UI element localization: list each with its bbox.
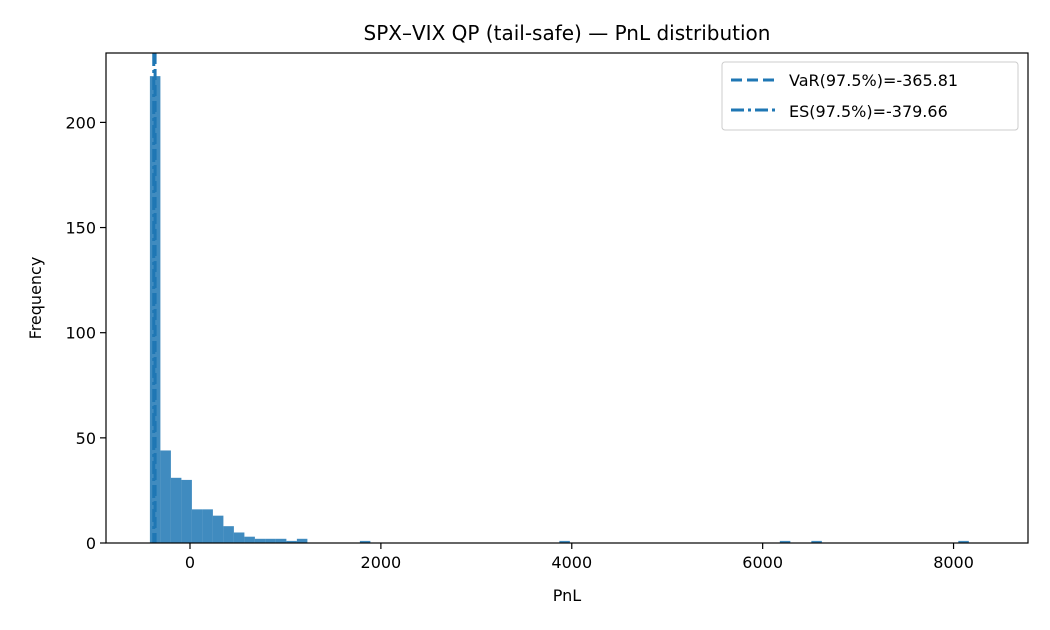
y-tick-label: 200 — [65, 113, 96, 132]
histogram-bar — [181, 479, 192, 543]
x-tick-label: 0 — [185, 553, 195, 572]
y-axis-ticks: 0 50 100 150 200 — [65, 113, 106, 553]
histogram-bar — [275, 538, 287, 543]
x-tick-label: 6000 — [742, 553, 783, 572]
x-tick-label: 8000 — [933, 553, 974, 572]
histogram-bar — [160, 450, 171, 543]
histogram-bar — [202, 509, 213, 543]
x-tick-label: 2000 — [361, 553, 402, 572]
plot-frame — [105, 52, 1029, 544]
histogram-bar — [191, 509, 203, 543]
histogram-bar — [958, 540, 969, 543]
histogram-bar — [212, 515, 224, 543]
legend-es-label: ES(97.5%)=-379.66 — [789, 102, 948, 121]
histogram-bar — [254, 538, 266, 543]
y-tick-label: 0 — [86, 534, 96, 553]
histogram-bars — [149, 76, 969, 543]
histogram-bar — [559, 540, 570, 543]
histogram-bar — [811, 540, 822, 543]
legend-var-label: VaR(97.5%)=-365.81 — [789, 71, 958, 90]
chart-title: SPX–VIX QP (tail-safe) — PnL distributio… — [364, 21, 771, 45]
histogram-bar — [170, 477, 182, 543]
x-axis-ticks: 0 2000 4000 6000 8000 — [185, 543, 974, 572]
y-tick-label: 50 — [76, 429, 96, 448]
histogram-bar — [265, 538, 276, 543]
risk-lines — [152, 53, 157, 543]
histogram-bar — [296, 538, 308, 543]
histogram-bar — [233, 532, 245, 543]
histogram-bar — [779, 540, 791, 543]
x-tick-label: 4000 — [551, 553, 592, 572]
histogram-bar — [244, 536, 255, 543]
legend: VaR(97.5%)=-365.81 ES(97.5%)=-379.66 — [721, 61, 1019, 131]
y-tick-label: 150 — [65, 219, 96, 238]
y-tick-label: 100 — [65, 324, 96, 343]
histogram-bar — [359, 540, 371, 543]
x-axis-label: PnL — [553, 586, 582, 605]
y-axis-label: Frequency — [26, 257, 45, 340]
histogram-bar — [223, 526, 234, 543]
legend-box — [721, 61, 1019, 131]
histogram-bar — [286, 540, 297, 543]
